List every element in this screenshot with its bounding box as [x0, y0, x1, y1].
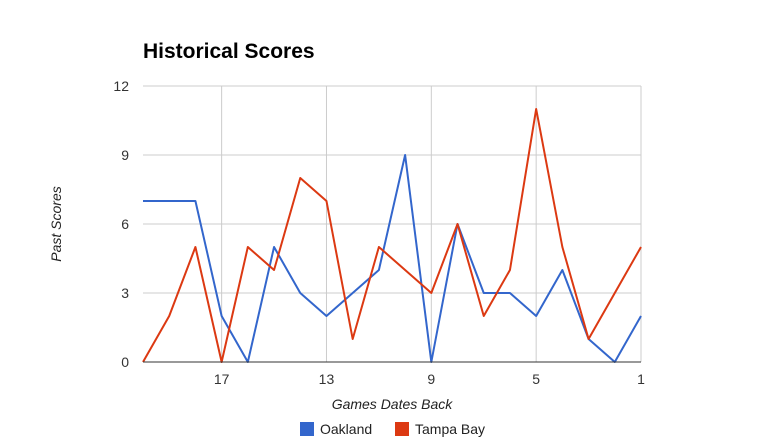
- data-point-tampa-bay: [274, 270, 275, 271]
- x-tick-label: 13: [319, 371, 335, 387]
- data-point-tampa-bay: [405, 270, 406, 271]
- axes: 0 3 6 9 12 17 13 9 5 1: [113, 78, 645, 387]
- data-point-oakland: [641, 316, 642, 317]
- legend-label-oakland: Oakland: [320, 421, 372, 437]
- x-tick-label: 17: [214, 371, 230, 387]
- data-point-tampa-bay: [431, 293, 432, 294]
- data-point-tampa-bay: [509, 270, 510, 271]
- legend: Oakland Tampa Bay: [300, 421, 485, 437]
- data-point-tampa-bay: [483, 316, 484, 317]
- data-point-oakland: [274, 247, 275, 248]
- legend-swatch-oakland: [300, 422, 314, 436]
- data-point-tampa-bay: [562, 247, 563, 248]
- data-point-oakland: [509, 293, 510, 294]
- data-point-tampa-bay: [614, 293, 615, 294]
- series-lines: [142, 108, 642, 363]
- data-point-oakland: [352, 293, 353, 294]
- data-point-tampa-bay: [300, 178, 301, 179]
- chart-title: Historical Scores: [143, 40, 315, 63]
- data-point-oakland: [483, 293, 484, 294]
- data-point-tampa-bay: [326, 201, 327, 202]
- data-point-tampa-bay: [536, 109, 537, 110]
- data-point-oakland: [169, 201, 170, 202]
- data-point-tampa-bay: [457, 224, 458, 225]
- x-axis-title: Games Dates Back: [332, 396, 454, 412]
- data-point-tampa-bay: [195, 247, 196, 248]
- y-tick-label: 9: [121, 147, 129, 163]
- data-point-oakland: [326, 316, 327, 317]
- series-line-oakland: [143, 154, 642, 363]
- data-point-oakland: [143, 201, 144, 202]
- x-tick-label: 5: [532, 371, 540, 387]
- y-tick-label: 12: [113, 78, 129, 94]
- data-point-oakland: [562, 270, 563, 271]
- legend-swatch-tampa-bay: [395, 422, 409, 436]
- data-point-tampa-bay: [352, 339, 353, 340]
- y-tick-label: 6: [121, 216, 129, 232]
- data-point-oakland: [221, 316, 222, 317]
- data-point-tampa-bay: [641, 247, 642, 248]
- data-point-oakland: [195, 201, 196, 202]
- series-line-tampa-bay: [142, 108, 642, 363]
- legend-label-tampa-bay: Tampa Bay: [415, 421, 485, 437]
- x-tick-label: 9: [427, 371, 435, 387]
- data-point-oakland: [378, 270, 379, 271]
- y-axis-title: Past Scores: [48, 186, 64, 261]
- data-point-tampa-bay: [247, 247, 248, 248]
- data-point-tampa-bay: [169, 316, 170, 317]
- grid: [143, 85, 642, 362]
- data-point-oakland: [536, 316, 537, 317]
- x-tick-label: 1: [637, 371, 645, 387]
- data-point-oakland: [405, 155, 406, 156]
- data-point-tampa-bay: [378, 247, 379, 248]
- data-point-oakland: [300, 293, 301, 294]
- y-tick-label: 3: [121, 285, 129, 301]
- data-point-tampa-bay: [588, 339, 589, 340]
- y-tick-label: 0: [121, 354, 129, 370]
